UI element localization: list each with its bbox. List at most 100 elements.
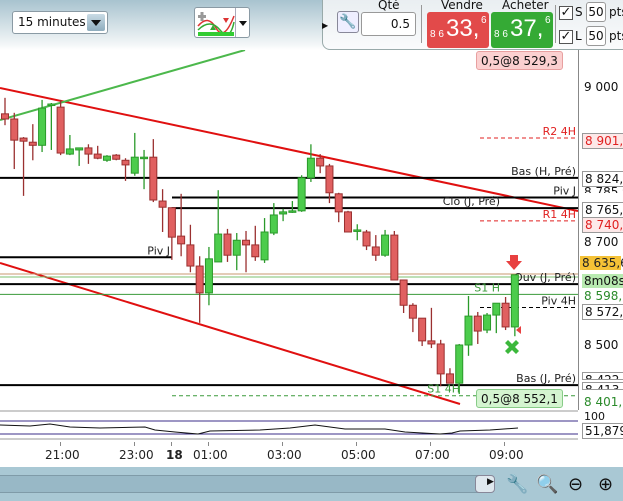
candle-body (306, 157, 315, 179)
candle-body (75, 147, 84, 151)
sell-button[interactable]: 8 6 33, 6 (427, 12, 489, 48)
wrench-icon[interactable]: 🔧 (337, 11, 359, 33)
divider (235, 8, 236, 37)
expand-arrow-icon[interactable]: ▶ (322, 21, 329, 30)
time-tick (134, 442, 135, 446)
candle-body (362, 231, 371, 247)
candle-body (112, 154, 121, 160)
horizontal-scrollbar[interactable]: ▶ (0, 467, 623, 501)
limit-label: L (575, 29, 582, 43)
time-axis-label: 18 (166, 448, 183, 462)
time-tick (282, 442, 283, 446)
osc-value-label: 51,879 (582, 423, 623, 439)
close-marker-icon (505, 340, 519, 354)
candle-body (214, 233, 223, 263)
candle-body (399, 279, 408, 306)
order-marker-icon (516, 326, 521, 334)
oscillator-line (0, 423, 519, 435)
limit-input[interactable]: 50 (586, 26, 606, 46)
level-label: R1 4H (543, 208, 576, 221)
price-axis-label: 8 422,3 (582, 372, 623, 380)
level-label: Piv J (147, 244, 170, 257)
candle-body (56, 106, 65, 154)
price-axis-label: 8 500 (584, 338, 619, 352)
candle-body (390, 234, 399, 281)
price-axis-label: 8 785,9 (584, 185, 623, 193)
candle-body (316, 157, 325, 167)
stop-label: S (575, 5, 583, 19)
stop-checkbox[interactable]: ✓ (559, 5, 573, 20)
chart-settings-icon[interactable]: 🔧 (506, 474, 529, 495)
order-tag-bottom[interactable]: 0,5@8 552,1 (476, 389, 563, 408)
candle-body (288, 210, 297, 213)
zoom-out-icon[interactable]: ⊖ (568, 474, 584, 495)
osc-axis-label: 100 (584, 412, 605, 420)
price-axis-label: 8 824,0 (582, 171, 623, 187)
candle-body (158, 200, 167, 208)
qty-label: Qté (378, 0, 400, 12)
candle-body (121, 159, 130, 166)
time-tick (60, 442, 61, 446)
chevron-down-icon[interactable] (87, 14, 105, 31)
candle-body (334, 193, 343, 213)
candle-body (473, 315, 482, 332)
level-label: Clo (J, Pré) (443, 195, 500, 208)
price-axis-label: 8 598,1 (582, 289, 623, 303)
candle-body (186, 244, 195, 267)
candle-body (38, 107, 47, 146)
candle-body (28, 141, 37, 146)
time-tick (356, 442, 357, 446)
candle-body (418, 317, 427, 342)
qty-input[interactable]: 0.5 (361, 12, 416, 36)
candle-body (445, 373, 454, 384)
candle-body (19, 137, 28, 142)
candle-body (269, 214, 278, 234)
price-axis-label: 8 765,3 (582, 202, 623, 218)
divider (421, 5, 422, 43)
buy-button[interactable]: 8 6 37, 6 (491, 12, 553, 48)
candle-body (1, 113, 9, 120)
candle-body (501, 302, 510, 328)
time-axis-label: 03:00 (267, 448, 302, 462)
divider (555, 5, 556, 43)
oscillator-panel: 100 51,879 (0, 410, 623, 440)
time-axis-label: 07:00 (415, 448, 450, 462)
candle-body (232, 239, 241, 256)
order-tag-top[interactable]: 0,5@8 529,3 (476, 51, 563, 70)
price-chart[interactable]: R2 4H Bas (H, Pré) Piv J Clo (J, Pré) R1 4H P… (0, 50, 578, 410)
zoom-in-icon[interactable]: ⊕ (598, 474, 614, 495)
scroll-right-icon[interactable]: ▶ (487, 477, 494, 487)
buy-label: Acheter (502, 0, 549, 12)
price-axis-label: 8m08s (582, 274, 623, 288)
candle-body (260, 231, 269, 261)
price-axis-label: 8 700 (584, 235, 619, 249)
time-axis-label: 23:00 (119, 448, 154, 462)
price-axis-label: 8 413,1 (582, 382, 623, 390)
candle-body (436, 343, 445, 375)
trade-panel: ▶ 🔧 Qté 0.5 Vendre 8 6 33, 6 Acheter 8 6 37… (322, 0, 623, 50)
level-label: Bas (J, Pré) (516, 372, 576, 385)
trendline-upper (0, 87, 578, 212)
limit-checkbox[interactable]: ✓ (559, 29, 573, 44)
candle-body (149, 156, 158, 201)
scroll-track[interactable] (0, 475, 485, 493)
candle-body (84, 147, 93, 155)
level-label: S1 4H (427, 383, 460, 396)
candle-body (242, 239, 251, 246)
candle-body (204, 258, 213, 294)
scroll-thumb[interactable] (475, 475, 495, 493)
candle-body (130, 156, 139, 174)
trendline-green (0, 50, 246, 121)
candle-body (279, 211, 288, 215)
chevron-down-icon[interactable] (239, 21, 247, 30)
level-label: R2 4H (543, 125, 576, 138)
candle-body (10, 118, 19, 141)
candle-body (427, 340, 436, 345)
zoom-fit-icon[interactable]: 🔍 (536, 474, 559, 495)
stop-input[interactable]: 50 (586, 2, 606, 22)
timeframe-select[interactable]: 15 minutes (12, 11, 108, 34)
candle-body (47, 103, 56, 107)
indicators-button[interactable] (194, 7, 250, 38)
candle-body (483, 314, 492, 331)
candle-body (510, 274, 519, 328)
